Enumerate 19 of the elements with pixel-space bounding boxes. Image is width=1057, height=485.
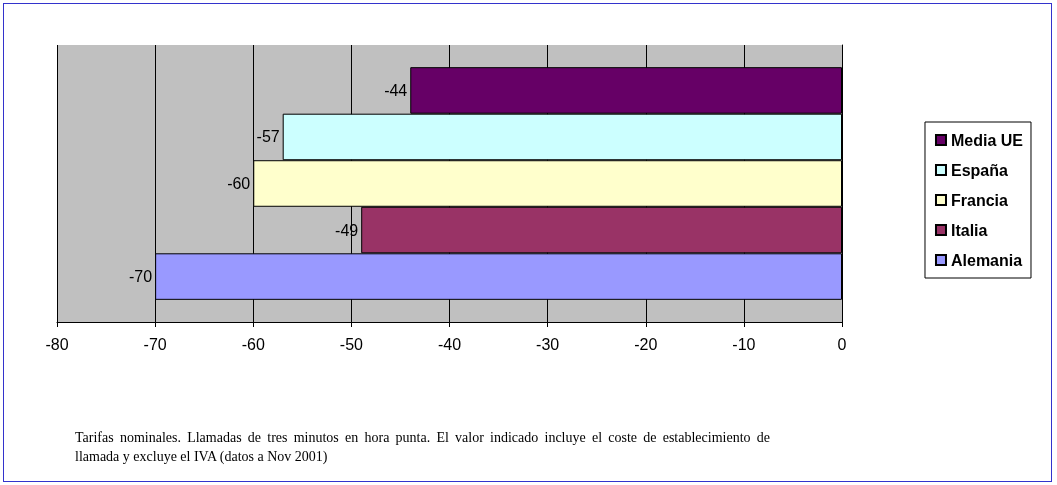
- data-label: -44: [384, 81, 408, 99]
- x-tick-label: -40: [437, 335, 462, 353]
- legend-label: Italia: [950, 221, 988, 239]
- data-label: -70: [129, 268, 153, 286]
- data-label: -60: [227, 175, 251, 192]
- data-label: -57: [256, 128, 280, 146]
- x-tick-label: -70: [143, 335, 167, 353]
- x-tick-label: -50: [339, 335, 364, 353]
- x-tick-label: -10: [732, 335, 756, 353]
- x-tick-label: -80: [45, 335, 69, 353]
- x-tick-label: -20: [634, 335, 658, 353]
- x-tick-label: -60: [241, 335, 265, 353]
- x-tick-label: -30: [536, 335, 560, 353]
- legend-label: Francia: [950, 191, 1008, 209]
- legend-label: España: [950, 161, 1008, 179]
- x-tick-label: 0: [837, 335, 847, 353]
- legend-label: Alemania: [950, 251, 1023, 269]
- text: Tarifas nominales. Llamadas de tres minutos en hora punta. El valor indicado incluye el coste de establecimiento de llamada y excluye el IVA (datos a Nov 2001): [75, 429, 770, 466]
- legend-label: Media UE: [950, 131, 1024, 149]
